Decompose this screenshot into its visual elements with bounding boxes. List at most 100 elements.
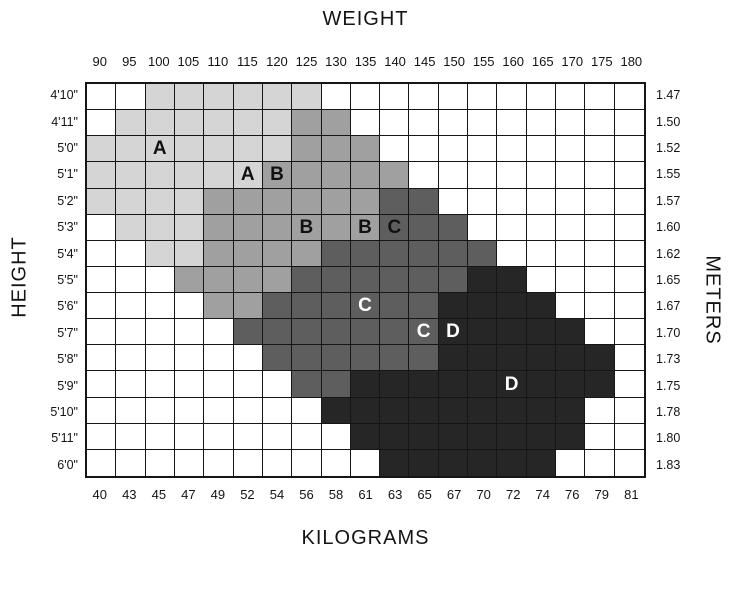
grid-cell [350,319,381,346]
meters-axis-labels: 1.47 1.50 1.52 1.55 1.57 1.60 1.62 1.65 1.67 1.70… [656,82,704,478]
grid-cell [87,423,117,450]
grid-cell [438,162,469,189]
kilograms-tick-label: 65 [417,487,432,502]
grid-cell [409,449,439,476]
grid-cell [585,449,615,476]
zone-letter-A: A [233,162,263,189]
grid-cell [145,319,175,346]
height-tick-label: 5'1" [57,167,78,182]
grid-cell [292,110,322,137]
grid-cell [204,293,234,320]
meters-tick-label: 1.78 [656,405,681,420]
grid-cell [292,136,322,163]
height-axis-title: HEIGHT [8,236,31,318]
grid-cell [350,423,381,450]
grid-cell [497,345,527,372]
weight-tick-label: 150 [443,54,465,69]
weight-tick-label: 90 [92,54,107,69]
grid-cell [204,319,234,346]
grid-cell [116,84,146,111]
grid-cell [321,397,351,424]
grid-cell [145,110,175,137]
grid-cell [262,136,293,163]
grid-cell [526,319,557,346]
grid-cell [321,110,351,137]
grid-cell [262,188,293,215]
meters-tick-label: 1.52 [656,141,681,156]
grid-cell [614,84,644,111]
grid-cell [204,162,234,189]
kilograms-tick-label: 63 [387,487,403,502]
grid-cell [526,188,557,215]
grid-cell [585,188,615,215]
grid-cell [145,266,175,294]
grid-cell [233,214,263,241]
grid-cell [145,84,175,111]
weight-axis-labels: 90 95 100 105 110 115 120 125 130 135 140 145 150 155… [85,54,646,72]
grid-cell [614,214,644,241]
grid-cell [526,110,557,137]
grid-cell [468,371,498,398]
grid-cell [409,397,439,424]
grid-cell [350,136,381,163]
meters-tick-label: 1.75 [656,378,681,393]
grid-cell [585,110,615,137]
grid-cell [438,188,469,215]
grid-cell [614,136,644,163]
grid-cell [262,240,293,267]
grid-cell [292,162,322,189]
grid-cell [174,162,205,189]
grid-cell [204,240,234,267]
grid-cell [380,423,410,450]
grid-cell [292,293,322,320]
grid-cell [350,240,381,267]
kilograms-tick-label: 67 [446,487,462,502]
grid-cell [497,319,527,346]
grid-cell [321,214,351,241]
grid-cell [468,345,498,372]
grid-cell [116,240,146,267]
grid-cell [380,110,410,137]
grid-cell [380,449,410,476]
grid-cell [585,293,615,320]
grid-cell [262,345,293,372]
grid-cell [204,110,234,137]
grid-cell [380,84,410,111]
grid-cell [497,136,527,163]
grid-cell [468,110,498,137]
grid-cell [614,266,644,294]
grid-cell [556,188,586,215]
grid-cell [116,449,146,476]
grid-cell [321,293,351,320]
grid-cell [233,240,263,267]
grid-cell [204,214,234,241]
grid-cell [380,266,410,294]
grid-cell [174,84,205,111]
grid-cell [204,371,234,398]
grid-cell [87,266,117,294]
grid-cell [497,293,527,320]
grid-cell [556,449,586,476]
grid-cell [614,397,644,424]
grid-cell [526,423,557,450]
grid-cell [116,188,146,215]
grid-cell [262,371,293,398]
grid-cell [145,293,175,320]
weight-tick-label: 165 [531,54,554,69]
grid-cell [438,240,469,267]
grid-cell [614,319,644,346]
zone-letter-B: B [292,214,322,241]
grid-cell [438,293,469,320]
grid-cell [556,266,586,294]
height-tick-label: 5'2" [57,193,78,208]
grid-cell [204,345,234,372]
grid-cell [468,84,498,111]
grid-cell [321,371,351,398]
grid-cell [116,371,146,398]
grid-cell [556,84,586,111]
grid-cell [409,110,439,137]
grid-cell [409,240,439,267]
kilograms-tick-label: 52 [240,487,255,502]
